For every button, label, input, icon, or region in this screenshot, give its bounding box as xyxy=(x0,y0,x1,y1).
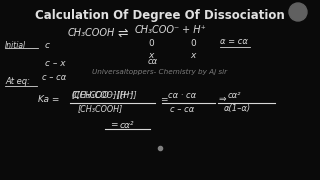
Text: [CH₃COO⁻][H⁺]: [CH₃COO⁻][H⁺] xyxy=(72,91,135,100)
Text: At eq:: At eq: xyxy=(5,78,30,87)
Text: CH₃COOH: CH₃COOH xyxy=(68,28,116,38)
Text: =: = xyxy=(160,96,167,105)
Text: x: x xyxy=(190,51,196,60)
Text: [CH₃COOH]: [CH₃COOH] xyxy=(78,105,123,114)
Text: cα²: cα² xyxy=(228,91,242,100)
Text: 0: 0 xyxy=(148,39,154,48)
Text: C[CH₃COO⁻][H⁺]: C[CH₃COO⁻][H⁺] xyxy=(72,91,138,100)
Text: 0: 0 xyxy=(190,39,196,48)
Text: Initial: Initial xyxy=(5,40,26,50)
Text: ⇌: ⇌ xyxy=(117,26,127,39)
Text: Calculation Of Degree Of Dissociation: Calculation Of Degree Of Dissociation xyxy=(35,9,285,22)
Text: Universaltoppers- Chemistry by Aj sir: Universaltoppers- Chemistry by Aj sir xyxy=(92,69,228,75)
Text: α = cα: α = cα xyxy=(220,37,248,46)
Text: cα · cα: cα · cα xyxy=(168,91,196,100)
Text: 6/6: 6/6 xyxy=(293,10,303,15)
Text: c – x: c – x xyxy=(45,58,66,68)
Text: cα: cα xyxy=(148,57,158,66)
Text: x: x xyxy=(148,51,153,60)
Text: Ka =: Ka = xyxy=(38,96,60,105)
Text: CH₃COO⁻: CH₃COO⁻ xyxy=(135,25,180,35)
Text: ⇒: ⇒ xyxy=(218,96,226,105)
Text: =: = xyxy=(110,120,117,129)
Text: + H⁺: + H⁺ xyxy=(182,25,206,35)
Circle shape xyxy=(289,3,307,21)
Text: c: c xyxy=(45,40,50,50)
Text: c – cα: c – cα xyxy=(42,73,66,82)
Text: c – cα: c – cα xyxy=(170,105,194,114)
Text: α(1–α): α(1–α) xyxy=(224,105,251,114)
Text: cα²: cα² xyxy=(120,120,134,129)
